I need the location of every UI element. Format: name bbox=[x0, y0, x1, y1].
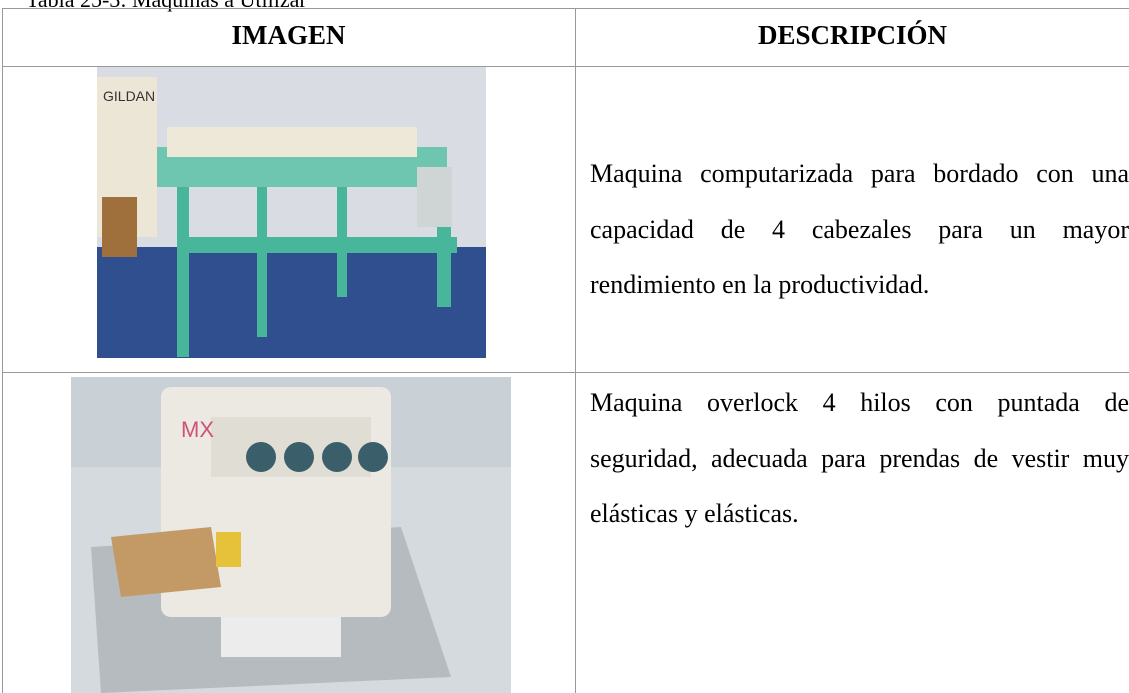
svg-text:MX: MX bbox=[181, 417, 214, 442]
table-border bbox=[2, 66, 1129, 67]
table-border bbox=[575, 8, 576, 693]
description: Maquina computarizada para bordado con u… bbox=[590, 159, 1129, 299]
table-border bbox=[2, 8, 1129, 9]
overlock-machine-photo: MX bbox=[71, 377, 511, 693]
table-border bbox=[2, 372, 1129, 373]
table-caption: Tabla 25-3: Maquinas a Utilizar bbox=[26, 0, 307, 12]
description: Maquina overlock 4 hilos con puntada de … bbox=[590, 388, 1129, 528]
column-header: DESCRIPCIÓN bbox=[757, 20, 948, 50]
embroidery-machine-photo: GILDAN bbox=[97, 67, 486, 358]
table-border bbox=[2, 8, 3, 693]
column-header: IMAGEN bbox=[231, 20, 346, 50]
svg-text:GILDAN: GILDAN bbox=[103, 88, 155, 104]
